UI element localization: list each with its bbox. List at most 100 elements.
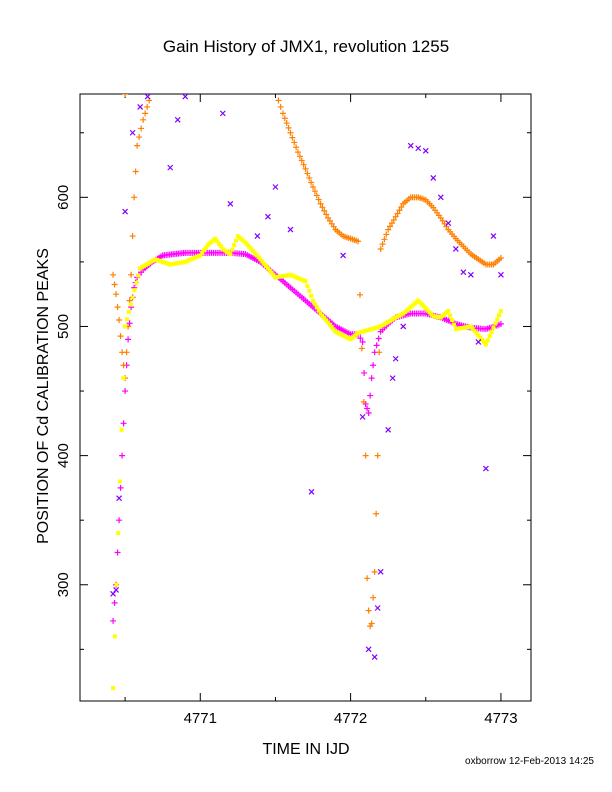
data-point-series-4	[182, 94, 189, 100]
data-point-series-4	[144, 94, 151, 100]
data-point-series-4	[407, 142, 414, 149]
data-point-series-2	[296, 153, 303, 160]
data-point-series-3	[309, 293, 314, 298]
data-point-series-2	[302, 165, 309, 172]
data-point-series-2	[294, 149, 301, 156]
data-point-series-2	[136, 134, 143, 141]
data-point-series-2	[144, 103, 151, 110]
data-point-series-2	[304, 170, 311, 177]
data-point-series-3	[119, 427, 124, 432]
data-point-series-1	[125, 336, 132, 343]
data-point-series-4	[110, 590, 116, 597]
data-point-series-2	[315, 196, 322, 203]
data-point-series-1	[357, 335, 364, 342]
data-point-series-1	[365, 409, 372, 416]
data-point-series-2	[128, 271, 135, 278]
data-point-series-4	[359, 413, 366, 420]
data-point-series-2	[313, 192, 320, 199]
data-point-series-3	[446, 308, 451, 313]
data-point-series-4	[475, 339, 482, 345]
data-point-series-3	[260, 259, 265, 264]
data-point-series-4	[374, 605, 381, 611]
data-point-series-2	[114, 304, 121, 311]
data-point-series-2	[321, 207, 328, 214]
data-point-series-3	[114, 582, 119, 587]
data-point-series-3	[264, 264, 269, 269]
data-point-series-1	[497, 320, 504, 327]
footer-credit: oxborrow 12-Feb-2013 14:25	[465, 756, 594, 767]
data-point-series-1	[111, 599, 118, 606]
data-point-series-4	[167, 164, 174, 171]
data-point-series-4	[392, 355, 399, 362]
data-point-series-1	[122, 388, 129, 395]
data-point-series-3	[215, 239, 220, 244]
data-point-series-3	[468, 324, 473, 329]
data-point-series-3	[493, 321, 498, 326]
data-point-series-2	[392, 213, 399, 220]
data-point-series-3	[126, 309, 131, 314]
data-point-series-1	[364, 405, 371, 412]
data-point-series-1	[367, 392, 374, 399]
data-point-series-2	[291, 139, 298, 146]
data-point-series-3	[233, 238, 238, 243]
data-point-series-4	[482, 465, 489, 472]
data-point-series-3	[470, 326, 475, 331]
data-point-series-4	[116, 495, 123, 502]
data-point-series-3	[200, 250, 205, 255]
data-point-series-4	[174, 116, 181, 123]
data-point-series-2	[396, 207, 403, 214]
data-point-series-2	[140, 116, 147, 123]
data-point-series-4	[460, 269, 467, 276]
data-point-series-4	[467, 271, 474, 278]
data-point-series-2	[385, 226, 392, 233]
data-point-series-4	[377, 568, 384, 575]
data-point-series-3	[314, 305, 319, 310]
data-point-series-3	[478, 335, 483, 340]
data-point-series-2	[117, 333, 124, 340]
data-point-series-3	[312, 301, 317, 306]
data-point-series-3	[482, 340, 487, 345]
data-point-series-4	[498, 271, 504, 278]
data-point-series-3	[124, 317, 129, 322]
data-point-series-2	[388, 220, 395, 227]
data-point-series-2	[287, 129, 294, 136]
data-point-series-4	[430, 175, 437, 181]
data-point-series-2	[275, 97, 282, 104]
data-point-series-2	[356, 291, 363, 298]
data-point-series-3	[243, 240, 248, 245]
y-tick-label: 400	[55, 443, 72, 468]
data-point-series-3	[254, 253, 259, 258]
data-point-series-2	[132, 168, 139, 175]
data-point-series-4	[287, 226, 294, 233]
data-point-series-3	[128, 302, 133, 307]
data-point-series-4	[254, 233, 261, 239]
data-point-series-3	[256, 255, 261, 260]
data-point-series-4	[219, 110, 226, 117]
data-point-series-4	[308, 488, 315, 495]
data-point-series-3	[123, 324, 128, 329]
data-point-series-3	[198, 253, 203, 258]
data-point-series-3	[329, 325, 334, 330]
data-point-series-2	[283, 120, 290, 127]
data-point-series-2	[364, 575, 371, 582]
data-point-series-3	[326, 320, 331, 325]
data-point-series-2	[298, 157, 305, 164]
data-point-series-2	[129, 233, 136, 240]
data-point-series-2	[497, 255, 504, 262]
data-point-series-3	[269, 270, 274, 275]
data-point-series-3	[121, 376, 126, 381]
data-point-series-2	[116, 317, 123, 324]
data-point-series-2	[134, 142, 141, 149]
x-tick-label: 4771	[184, 710, 217, 727]
data-point-series-1	[120, 420, 127, 427]
data-point-series-4	[129, 129, 136, 136]
data-point-series-3	[322, 316, 327, 321]
data-point-series-1	[110, 617, 117, 624]
data-points	[110, 94, 504, 691]
data-point-series-3	[249, 246, 254, 251]
data-point-series-4	[272, 184, 279, 190]
y-axis-label: POSITION OF Cd CALIBRATION PEAKS	[35, 248, 52, 544]
data-point-series-2	[387, 223, 394, 230]
data-point-series-2	[281, 115, 288, 122]
